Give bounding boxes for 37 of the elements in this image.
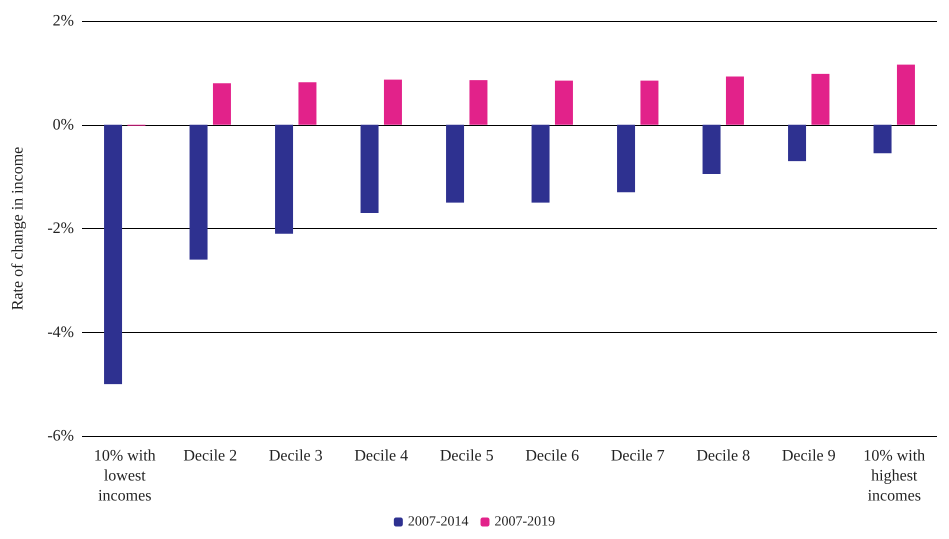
y-tick-label: -2% xyxy=(47,220,74,237)
bar xyxy=(640,80,658,125)
bar xyxy=(469,80,488,125)
bar xyxy=(384,80,402,125)
y-axis-title: Rate of change in income xyxy=(10,146,26,310)
bar xyxy=(726,76,744,125)
x-tick-label: Decile 3 xyxy=(268,448,323,464)
legend-label: 2007-2014 xyxy=(408,514,469,530)
y-tick-label: 2% xyxy=(52,12,74,30)
x-tick-label: 10% with highest incomes xyxy=(863,448,926,504)
bar xyxy=(446,124,464,203)
x-tick-label: Decile 9 xyxy=(782,448,836,464)
x-tick-label: Decile 2 xyxy=(183,448,238,464)
y-tick-label: -4% xyxy=(47,324,74,341)
bar xyxy=(554,80,573,125)
bar xyxy=(360,124,379,213)
bar xyxy=(212,83,231,125)
bar xyxy=(788,124,806,162)
bar xyxy=(190,124,208,260)
bar xyxy=(874,124,892,154)
bar xyxy=(298,82,316,125)
x-tick-label: Decile 7 xyxy=(610,448,665,464)
bar xyxy=(811,74,830,125)
bar xyxy=(617,124,636,192)
x-tick-label: 10% with lowest incomes xyxy=(94,448,156,504)
x-tick-label: Decile 4 xyxy=(354,448,408,464)
bar xyxy=(702,124,721,174)
x-tick-label: Decile 5 xyxy=(440,448,494,464)
y-tick-label: 0% xyxy=(52,116,74,134)
bar xyxy=(896,64,915,125)
x-tick-label: Decile 8 xyxy=(696,448,750,464)
x-tick-label: Decile 6 xyxy=(525,448,580,464)
bar xyxy=(104,124,122,384)
bar xyxy=(275,124,294,234)
y-tick-label: -6% xyxy=(47,428,74,444)
bar xyxy=(532,124,550,203)
legend-label: 2007-2019 xyxy=(494,514,556,530)
